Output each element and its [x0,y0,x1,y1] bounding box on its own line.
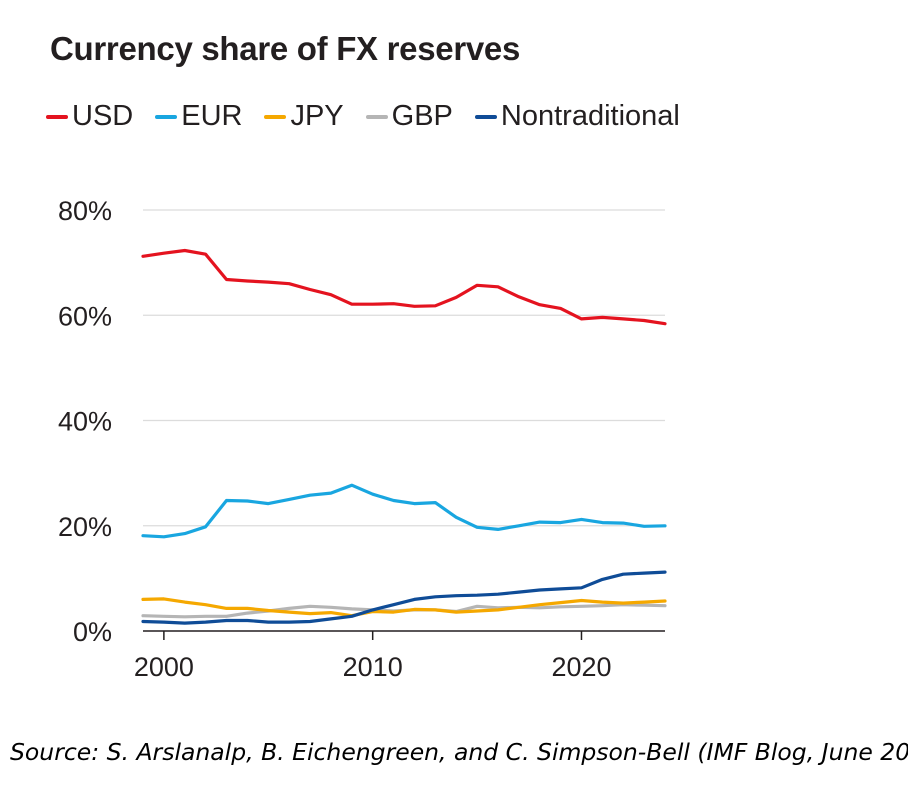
series-line-nontraditional [141,570,667,625]
legend-label-nontraditional: Nontraditional [500,100,680,132]
legend-swatch-usd [46,114,68,119]
legend-swatch-jpy [264,114,287,119]
y-tick-label: 60% [58,301,112,331]
series-line-eur [141,483,667,539]
legend: USD EUR JPY GBP Nontraditional [46,100,702,133]
source-note: Source: S. Arslanalp, B. Eichengreen, an… [10,738,908,766]
legend-item-jpy: JPY [264,100,344,133]
legend-item-eur: EUR [155,100,242,133]
legend-item-nontraditional: Nontraditional [474,100,680,133]
y-tick-label: 80% [58,196,112,226]
legend-item-usd: USD [46,100,133,133]
line-chart: 0% 20% 40% 60% 80% 2000 2010 2020 [58,196,667,682]
x-tick-label: 2020 [551,652,611,682]
legend-swatch-nontraditional [474,114,497,119]
y-tick-label: 0% [73,617,112,647]
legend-label-jpy: JPY [290,100,344,132]
legend-swatch-gbp [365,114,388,119]
chart-title: Currency share of FX reserves [50,30,521,67]
legend-label-eur: EUR [181,100,243,132]
legend-label-usd: USD [72,100,134,132]
x-tick-label: 2010 [343,652,403,682]
y-tick-label: 40% [58,407,112,437]
legend-item-gbp: GBP [365,100,453,133]
series-line-jpy [141,597,667,618]
legend-swatch-eur [155,114,178,119]
series-line-usd [141,248,667,326]
x-tick-label: 2000 [134,652,194,682]
legend-label-gbp: GBP [391,100,453,132]
y-tick-label: 20% [58,512,112,542]
